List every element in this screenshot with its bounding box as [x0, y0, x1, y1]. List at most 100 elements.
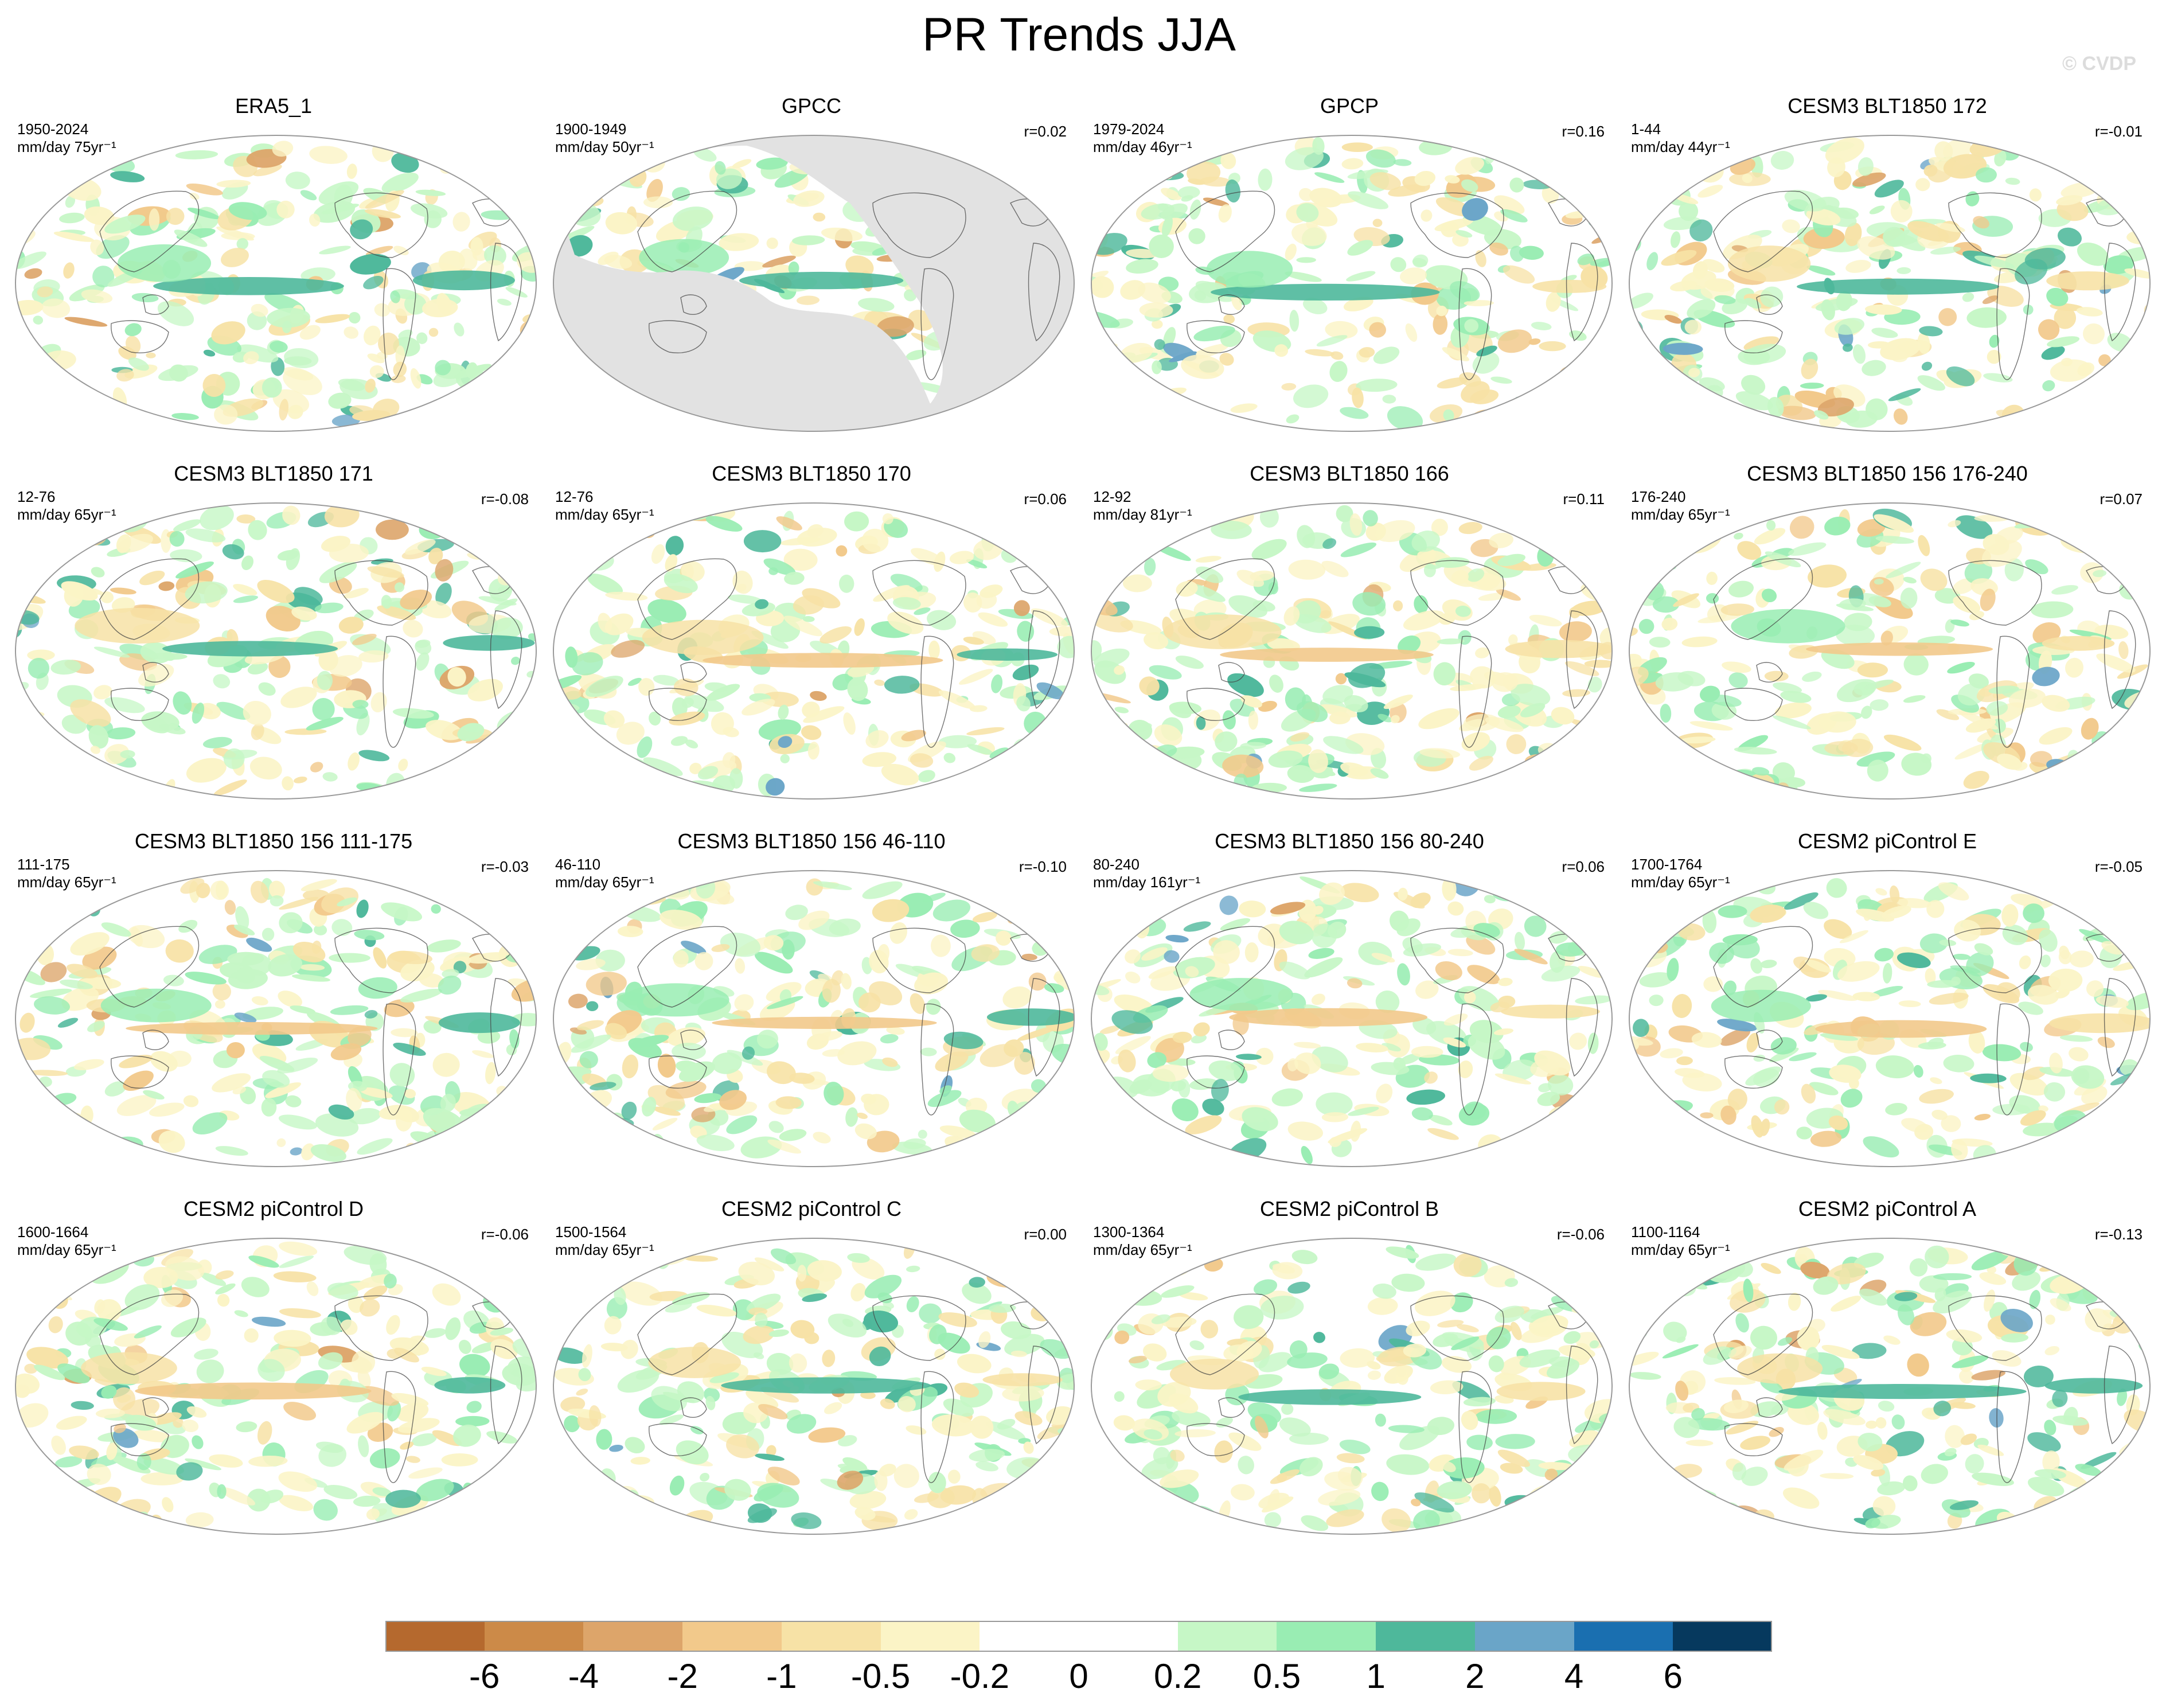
robinson-map [1090, 1237, 1614, 1535]
panel-units: mm/day 65yr⁻¹ [17, 506, 116, 523]
panel-correlation: r=0.11 [1563, 490, 1605, 508]
panel-period: 12-92 [1093, 488, 1131, 505]
panel-title: CESM3 BLT1850 156 176-240 [1747, 462, 2028, 485]
panel-title: GPCP [1320, 94, 1379, 118]
panel-title: CESM3 BLT1850 172 [1788, 94, 1987, 118]
panel-period: 1500-1564 [555, 1223, 627, 1241]
map-svg [1091, 502, 1613, 800]
panel-title: CESM2 piControl E [1797, 829, 1977, 853]
panel-correlation: r=0.07 [2100, 490, 2143, 508]
panel-units: mm/day 65yr⁻¹ [17, 1241, 116, 1258]
colorbar-swatch [385, 1621, 485, 1652]
panel-period-units: 1979-2024 mm/day 46yr⁻¹ [1093, 120, 1192, 156]
map-panel: CESM3 BLT1850 166 12-92 mm/day 81yr⁻¹ r=0.1… [1083, 462, 1616, 806]
colorbar-tick-label: 0 [1069, 1657, 1088, 1695]
panel-units: mm/day 75yr⁻¹ [17, 138, 116, 155]
panel-units: mm/day 65yr⁻¹ [555, 874, 654, 891]
panel-title: CESM3 BLT1850 156 111-175 [134, 829, 413, 853]
panel-correlation: r=0.06 [1024, 490, 1067, 508]
panel-period: 1700-1764 [1631, 856, 1703, 873]
panel-title: CESM2 piControl D [183, 1197, 364, 1220]
trend-field [15, 503, 536, 799]
colorbar-tick-label: -6 [469, 1657, 500, 1695]
panel-period-units: 1700-1764 mm/day 65yr⁻¹ [1631, 856, 1730, 891]
map-panel: ERA5_1 1950-2024 mm/day 75yr⁻¹ [7, 94, 540, 438]
colorbar [385, 1621, 1773, 1652]
map-panel: CESM3 BLT1850 156 111-175 111-175 mm/day 6… [7, 829, 540, 1173]
colorbar-swatch [980, 1621, 1079, 1652]
colorbar-tick-label: 4 [1564, 1657, 1584, 1695]
colorbar-tick-label: -4 [568, 1657, 599, 1695]
colorbar-swatch [1177, 1621, 1277, 1652]
trend-field [1629, 871, 2150, 1167]
panel-period: 1100-1164 [1631, 1223, 1700, 1241]
map-svg [1091, 1238, 1613, 1535]
robinson-map [552, 502, 1076, 800]
panel-correlation: r=0.16 [1562, 123, 1605, 140]
trend-field [1091, 135, 1612, 431]
panel-correlation: r=-0.06 [481, 1226, 529, 1243]
colorbar-swatch [583, 1621, 683, 1652]
colorbar-tick-label: 0.2 [1153, 1657, 1202, 1695]
map-svg [15, 502, 537, 800]
map-svg [553, 1238, 1075, 1535]
panel-correlation: r=-0.08 [481, 490, 529, 508]
map-svg [553, 502, 1075, 800]
colorbar-tick-label: 6 [1663, 1657, 1683, 1695]
robinson-map [552, 1237, 1076, 1535]
cvdp-credit: © CVDP [2062, 53, 2136, 75]
colorbar-tick-label: -0.2 [950, 1657, 1009, 1695]
panel-units: mm/day 81yr⁻¹ [1093, 506, 1192, 523]
panel-units: mm/day 65yr⁻¹ [1631, 506, 1730, 523]
panel-period: 1300-1364 [1093, 1223, 1165, 1241]
robinson-map [14, 502, 538, 800]
panel-period: 1950-2024 [17, 120, 89, 138]
panel-units: mm/day 44yr⁻¹ [1631, 138, 1730, 155]
panel-period-units: 1950-2024 mm/day 75yr⁻¹ [17, 120, 116, 156]
map-panel: CESM3 BLT1850 171 12-76 mm/day 65yr⁻¹ r=-0.… [7, 462, 540, 806]
panel-correlation: r=-0.06 [1556, 1226, 1605, 1243]
robinson-map [1628, 1237, 2152, 1535]
panel-period: 111-175 [17, 856, 70, 873]
panel-title: CESM2 piControl A [1798, 1197, 1977, 1220]
panel-correlation: r=-0.10 [1018, 858, 1067, 875]
panel-correlation: r=-0.03 [481, 858, 529, 875]
panel-title: CESM3 BLT1850 156 46-110 [677, 829, 946, 853]
panel-title: GPCC [781, 94, 841, 118]
panel-correlation: r=-0.05 [2094, 858, 2143, 875]
panel-period: 1-44 [1631, 120, 1661, 138]
panel-period-units: 1900-1949 mm/day 50yr⁻¹ [555, 120, 654, 156]
map-panel: CESM3 BLT1850 156 176-240 176-240 mm/day 6… [1621, 462, 2154, 806]
panel-period-units: 1-44 mm/day 44yr⁻¹ [1631, 120, 1730, 156]
panel-period-units: 46-110 mm/day 65yr⁻¹ [555, 856, 654, 891]
panel-period: 176-240 [1631, 488, 1686, 505]
panel-units: mm/day 161yr⁻¹ [1093, 874, 1201, 891]
map-svg [553, 135, 1075, 432]
robinson-map [14, 134, 538, 432]
robinson-map [552, 134, 1076, 432]
map-svg [1629, 502, 2151, 800]
colorbar-swatch [484, 1621, 584, 1652]
trend-field [15, 871, 536, 1167]
robinson-map [14, 1237, 538, 1535]
figure-title: PR Trends JJA [922, 9, 1236, 61]
panel-title: CESM2 piControl B [1259, 1197, 1439, 1220]
panel-title: ERA5_1 [235, 94, 313, 118]
panel-period-units: 80-240 mm/day 161yr⁻¹ [1093, 856, 1200, 891]
panel-units: mm/day 65yr⁻¹ [1631, 874, 1730, 891]
robinson-map [552, 869, 1076, 1168]
robinson-map [1628, 869, 2152, 1168]
panel-period-units: 12-76 mm/day 65yr⁻¹ [17, 488, 116, 524]
panel-title: CESM3 BLT1850 166 [1250, 462, 1449, 485]
colorbar-tick-label: -1 [766, 1657, 797, 1695]
map-panel: CESM2 piControl A 1100-1164 mm/day 65yr⁻¹ r… [1621, 1197, 2154, 1541]
panel-period: 80-240 [1093, 856, 1140, 873]
colorbar-swatch [682, 1621, 782, 1652]
colorbar-tick-label: 1 [1366, 1657, 1386, 1695]
map-svg [1629, 135, 2151, 432]
robinson-map [1090, 869, 1614, 1168]
trend-field [553, 1238, 1074, 1534]
panel-units: mm/day 65yr⁻¹ [17, 874, 116, 891]
panel-period: 46-110 [555, 856, 601, 873]
map-panel: GPCP 1979-2024 mm/day 46yr⁻¹ r=0.16 [1083, 94, 1616, 438]
